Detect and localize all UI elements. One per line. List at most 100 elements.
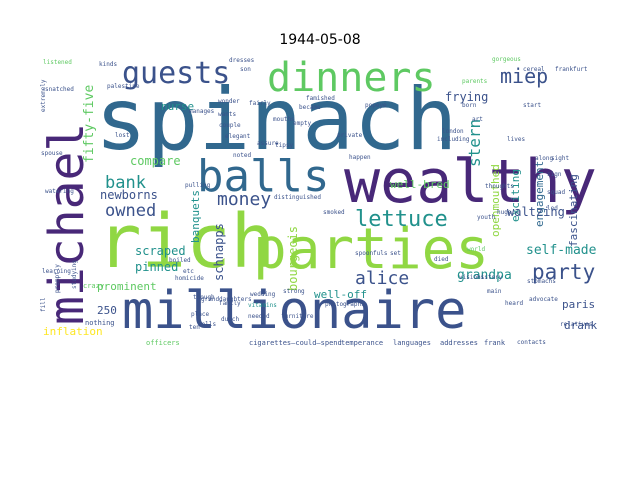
word: pinned	[135, 260, 179, 274]
word: inflation	[43, 325, 103, 338]
word: squad	[547, 189, 566, 196]
word: fill	[40, 297, 47, 312]
word: homicide	[175, 275, 204, 282]
word: furniture	[281, 313, 314, 320]
word: private	[337, 132, 363, 139]
word: nurse	[161, 100, 195, 113]
word: art	[472, 116, 483, 123]
word: schnapps	[212, 223, 226, 281]
word: guests	[122, 57, 231, 91]
word: party	[532, 260, 596, 284]
word: elegant	[225, 133, 251, 140]
word: well-off	[314, 288, 367, 301]
word: needed	[248, 313, 270, 320]
word: snatched	[45, 86, 74, 93]
word: mouths	[273, 116, 295, 123]
word: spinach	[95, 70, 458, 170]
word: youth	[477, 214, 496, 221]
word: fairly	[249, 100, 271, 107]
word: spoonfuls	[355, 250, 388, 257]
word: self-made	[526, 243, 597, 258]
word: huge	[497, 209, 512, 216]
word: wedding	[250, 291, 276, 298]
word: along	[535, 155, 554, 162]
word: nothing	[85, 319, 115, 327]
word: 250	[97, 304, 117, 317]
word: happen	[349, 154, 371, 161]
word: officers	[146, 339, 180, 347]
word: studying	[71, 260, 78, 289]
word: photographs	[325, 301, 365, 308]
word: lost	[115, 132, 130, 139]
word: watering	[45, 188, 74, 195]
word: banquets	[189, 190, 202, 243]
word: alice	[355, 268, 410, 289]
word: world	[467, 246, 486, 253]
word: couple	[219, 122, 241, 129]
word: tipsy	[275, 142, 294, 149]
word: spouse	[41, 150, 63, 157]
word: balls	[197, 151, 330, 202]
word: heard	[505, 300, 524, 307]
word: wonder	[218, 98, 240, 105]
word: popeye	[365, 102, 387, 109]
word: though	[193, 294, 215, 301]
word: place	[191, 311, 210, 318]
word: born	[462, 102, 477, 109]
word: fascinating	[567, 174, 580, 247]
word: stomachs	[527, 278, 556, 285]
word: boiled	[169, 257, 191, 264]
word: bank	[105, 173, 146, 193]
word: compare	[130, 154, 181, 168]
word: miep	[500, 64, 549, 88]
word: visions	[459, 274, 485, 281]
word: owned	[105, 201, 157, 221]
word: millionaire	[122, 281, 467, 341]
word: start	[523, 102, 542, 109]
word: scraped	[135, 244, 186, 258]
word: paris	[562, 298, 596, 311]
word: thoughts	[485, 183, 514, 190]
word: ten	[189, 324, 200, 331]
chart-title: 1944-05-08	[279, 32, 361, 48]
word: languages	[393, 339, 431, 347]
word: became	[299, 104, 321, 111]
word: extremely	[40, 79, 47, 112]
word: cereal	[523, 66, 545, 73]
word: grandpa	[457, 268, 512, 283]
word: bourgeois	[286, 225, 300, 291]
word: etc	[183, 268, 194, 275]
word: openmouthed	[489, 164, 502, 237]
word: dinners	[267, 57, 436, 101]
word: manages	[189, 108, 215, 115]
word: newborns	[100, 188, 158, 202]
word: crazy	[83, 282, 105, 290]
word: lettuce	[355, 207, 448, 232]
word: relatives	[560, 321, 593, 328]
word: promptly	[54, 264, 61, 293]
word: assure	[257, 140, 279, 147]
word: kinds	[99, 61, 118, 68]
word: led	[547, 205, 558, 212]
word: waltzing	[507, 205, 565, 219]
word: gorgeous	[492, 57, 521, 63]
word: palestine	[107, 83, 140, 90]
word: advocate	[529, 296, 558, 303]
word: rolls	[198, 321, 217, 328]
word: well-bred	[390, 178, 450, 191]
word: strong	[283, 288, 305, 295]
word: sign	[547, 171, 562, 178]
word: listened	[43, 59, 72, 66]
word: famished	[306, 95, 335, 102]
word: son	[240, 66, 251, 73]
word: london	[442, 128, 464, 135]
word: addresses	[440, 339, 478, 347]
word: parents	[462, 78, 488, 85]
word: wealthy	[344, 147, 597, 217]
word: dresses	[229, 57, 255, 64]
word: fifty-five	[82, 84, 97, 163]
word: main	[487, 288, 502, 295]
word-cloud: spinach rich wealthy parties millionaire…	[37, 57, 604, 347]
word: money	[217, 189, 272, 210]
word: noted	[233, 152, 252, 159]
